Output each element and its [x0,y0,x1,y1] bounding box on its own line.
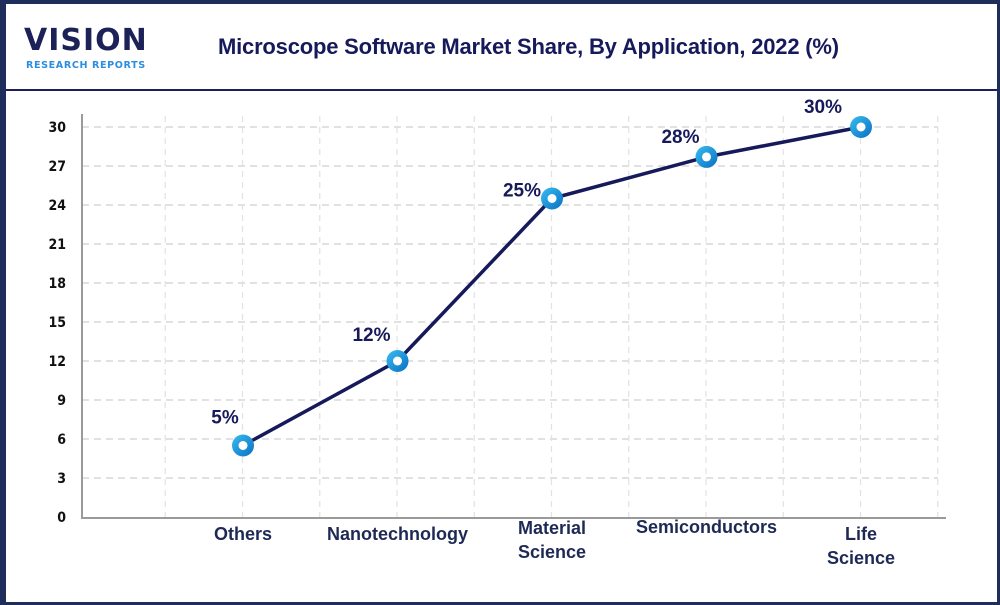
y-tick-label: 27 [48,159,66,175]
y-tick-label: 3 [57,471,66,487]
header-divider [6,89,997,91]
data-label: 25% [503,181,541,202]
markers [232,116,872,457]
y-axis-ticks: 0 3 6 9 12 15 18 21 24 27 30 [48,120,66,526]
x-tick-label: Material Science [518,518,586,562]
y-tick-label: 24 [48,198,66,214]
data-label: 12% [352,325,390,346]
x-tick-label-line: Material [518,518,586,538]
grid [82,116,939,517]
chart-title: Microscope Software Market Share, By App… [218,34,839,59]
y-tick-label: 30 [48,120,66,136]
x-tick-label-line: Semiconductors [636,517,777,537]
data-labels: 5% 12% 25% 28% 30% [211,97,842,429]
x-tick-label: Semiconductors [636,517,777,537]
x-tick-label-line: Science [827,548,895,568]
x-axis-labels: Others Nanotechnology Material Science Semic… [214,517,895,568]
header: VISION RESEARCH REPORTS Microscope Softw… [6,4,997,89]
axes [81,114,946,519]
logo-wordmark: VISION [24,23,148,58]
y-tick-label: 9 [57,393,66,409]
x-tick-label: Nanotechnology [327,524,468,544]
y-tick-label: 0 [57,510,66,526]
brand-logo: VISION RESEARCH REPORTS [24,24,154,76]
x-tick-label: Life Science [827,524,895,568]
y-tick-label: 18 [48,276,66,292]
line-chart: 0 3 6 9 12 15 18 21 24 27 30 Others Nanotechnology M… [48,97,946,568]
chart-canvas: VISION RESEARCH REPORTS Microscope Softw… [6,4,997,602]
x-tick-label-line: Life [845,524,877,544]
data-point-marker-center [547,194,557,203]
data-point-marker-center [238,441,248,450]
x-tick-label-line: Science [518,542,586,562]
x-tick-label-line: Nanotechnology [327,524,468,544]
x-tick-label: Others [214,524,272,544]
y-tick-label: 6 [57,432,66,448]
y-tick-label: 21 [48,237,66,253]
logo-subtitle: RESEARCH REPORTS [26,60,146,71]
y-tick-label: 15 [48,315,66,331]
data-label: 30% [804,97,842,118]
data-point-marker-center [856,122,866,132]
data-point-marker-center [702,152,711,162]
x-tick-label-line: Others [214,524,272,544]
data-label: 5% [211,408,239,429]
data-point-marker-center [393,356,402,366]
y-tick-label: 12 [48,354,66,370]
data-label: 28% [661,127,699,148]
